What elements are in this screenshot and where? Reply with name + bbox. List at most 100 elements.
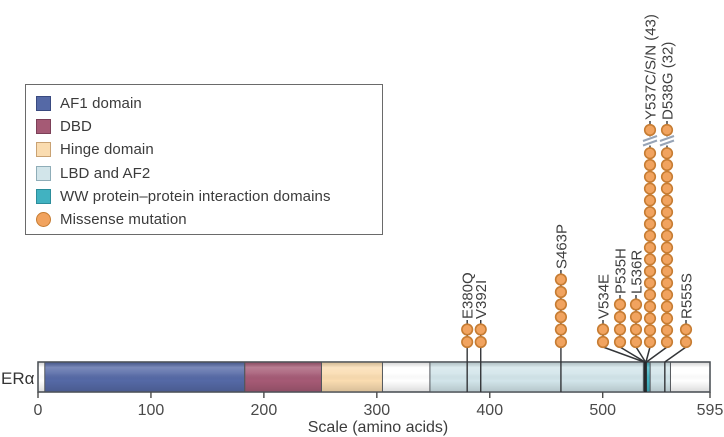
missense-mutation-marker xyxy=(660,335,674,349)
missense-mutation-marker xyxy=(613,298,627,311)
axis-tick-label: 0 xyxy=(34,402,43,419)
protein-name-label: ERα xyxy=(1,369,35,388)
missense-mutation-marker xyxy=(660,300,674,313)
missense-mutation-marker xyxy=(660,324,674,337)
axis-caption: Scale (amino acids) xyxy=(308,419,449,436)
missense-mutation-marker xyxy=(643,206,657,219)
mutation-funnel xyxy=(646,346,668,363)
missense-mutation-marker xyxy=(643,158,657,172)
axis-tick-label: 100 xyxy=(138,402,165,419)
legend-item-dbd: DBD xyxy=(36,115,382,138)
legend-label: Missense mutation xyxy=(60,211,187,229)
missense-mutation-marker xyxy=(660,229,674,242)
missense-mutation-marker xyxy=(643,312,657,325)
mutation-label: Y537C/S/N (43) xyxy=(643,14,660,120)
missense-mutation-marker xyxy=(643,241,657,254)
legend-box: AF1 domain DBD Hinge domain LBD and AF2 … xyxy=(25,84,383,235)
missense-mutation-marker xyxy=(660,182,674,195)
axis-tick-label: 300 xyxy=(363,402,390,419)
stack-break-mark xyxy=(642,139,658,147)
missense-mutation-marker xyxy=(660,276,674,290)
mutation-funnel xyxy=(619,346,646,363)
missense-mutation-marker xyxy=(474,323,487,336)
missense-mutation-marker xyxy=(660,288,674,301)
missense-mutation-marker xyxy=(643,123,657,137)
missense-mutation-marker xyxy=(596,335,610,349)
missense-mutation-marker xyxy=(596,323,610,336)
missense-mutation-marker xyxy=(643,253,657,266)
missense-mutation-marker xyxy=(660,194,674,207)
mutation-label: P535H xyxy=(613,248,630,294)
protein-bar xyxy=(37,361,711,393)
mutation-label: V392I xyxy=(473,280,490,319)
legend-item-af1: AF1 domain xyxy=(36,92,382,115)
mutation-funnel xyxy=(635,346,647,363)
missense-mutation-marker xyxy=(643,300,657,313)
missense-mutation-marker xyxy=(643,265,657,278)
missense-mutation-marker xyxy=(474,335,487,349)
mutation-label: V534E xyxy=(596,274,613,319)
missense-mutation-marker xyxy=(554,285,568,299)
legend-item-lbd: LBD and AF2 xyxy=(36,162,382,185)
missense-mutation-marker xyxy=(629,335,643,349)
missense-mutation-marker xyxy=(660,123,674,137)
stack-break-gap xyxy=(660,136,674,146)
af1-swatch xyxy=(36,96,51,112)
axis-tick-label: 500 xyxy=(589,402,616,419)
missense-mutation-swatch xyxy=(36,212,51,228)
missense-mutation-marker xyxy=(629,310,643,324)
mutation-label: R555S xyxy=(679,273,696,319)
legend-label: Hinge domain xyxy=(60,141,154,159)
scale-axis: 0 100 200 300 400 500 595 xyxy=(34,392,724,419)
stack-break-mark xyxy=(659,135,675,142)
missense-mutation-marker xyxy=(660,147,674,160)
missense-mutation-marker xyxy=(554,323,568,336)
missense-mutation-marker xyxy=(660,241,674,254)
missense-mutation-marker xyxy=(643,324,657,337)
legend-label: DBD xyxy=(60,118,92,136)
lbd-swatch xyxy=(36,165,51,181)
axis-tick-label: 595 xyxy=(697,402,724,419)
stack-break-mark xyxy=(642,135,658,142)
mutation-label: E380Q xyxy=(460,272,477,319)
mutation-label: D538G (32) xyxy=(660,42,677,120)
mutation-funnel xyxy=(664,346,687,363)
missense-mutation-marker xyxy=(643,229,657,242)
legend-item-missense: Missense mutation xyxy=(36,208,382,231)
missense-mutation-marker xyxy=(613,323,627,336)
legend-label: AF1 domain xyxy=(60,95,142,113)
missense-mutation-marker xyxy=(613,335,627,349)
mutation-funnel xyxy=(602,346,645,363)
missense-mutation-marker xyxy=(643,335,657,349)
missense-mutation-marker xyxy=(643,170,657,183)
missense-mutation-marker xyxy=(629,298,643,311)
stack-break-gap xyxy=(643,136,657,146)
missense-mutation-marker xyxy=(660,217,674,231)
legend-label: WW protein–protein interaction domains xyxy=(60,187,331,205)
missense-mutation-marker xyxy=(679,335,693,349)
missense-mutation-marker xyxy=(629,323,643,336)
axis-tick-label: 200 xyxy=(251,402,278,419)
bar-shading xyxy=(38,362,710,392)
mutation-label: L536R xyxy=(629,250,646,294)
stack-break-mark xyxy=(659,139,675,147)
missense-mutation-marker xyxy=(554,273,568,286)
protein-bar-outline xyxy=(37,361,711,393)
missense-mutation-marker xyxy=(660,158,674,172)
missense-mutation-marker xyxy=(643,147,657,160)
missense-mutation-marker xyxy=(643,288,657,301)
mutation-funnel xyxy=(645,346,651,363)
legend-item-ww: WW protein–protein interaction domains xyxy=(36,185,382,208)
missense-mutation-marker xyxy=(660,312,674,325)
mutation-markers xyxy=(461,123,693,349)
mutation-label: S463P xyxy=(553,224,570,269)
missense-mutation-marker xyxy=(679,323,693,336)
missense-mutation-marker xyxy=(554,298,568,311)
missense-mutation-marker xyxy=(643,194,657,207)
missense-mutation-marker xyxy=(660,206,674,219)
missense-mutation-marker xyxy=(643,276,657,290)
hinge-swatch xyxy=(36,142,51,158)
missense-mutation-marker xyxy=(660,253,674,266)
